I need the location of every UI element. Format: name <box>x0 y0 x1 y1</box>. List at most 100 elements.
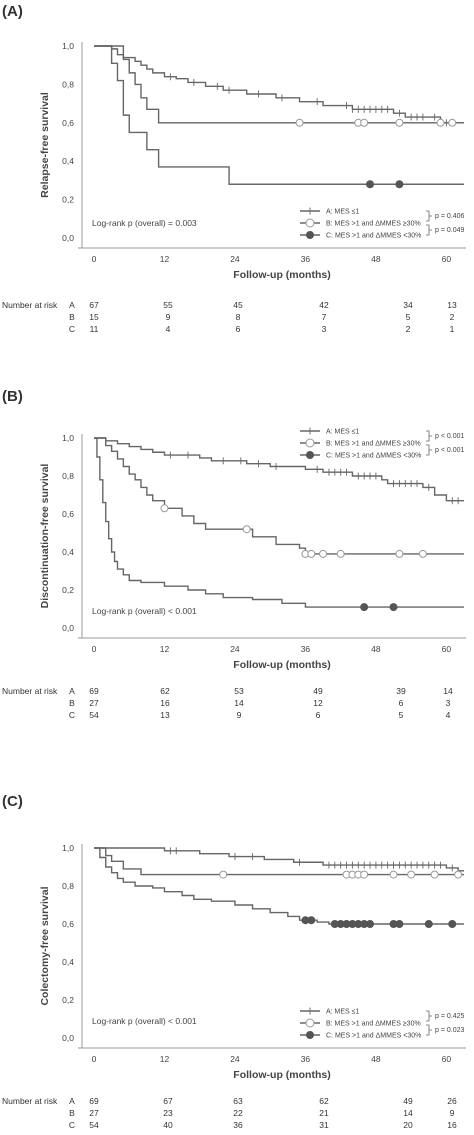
risk-cell: 6 <box>399 698 404 708</box>
risk-cell: 4 <box>446 710 451 720</box>
risk-cell: 11 <box>90 324 99 334</box>
censor-mark-open-circle <box>407 870 416 879</box>
censor-mark-filled-circle <box>307 916 316 925</box>
risk-cell: 2 <box>406 324 411 334</box>
legend: A: MES ≤1 B: MES >1 and ΔMMES ≥30% C: MES … <box>300 207 421 240</box>
x-tick-label: 36 <box>301 644 311 654</box>
risk-cell: 27 <box>89 1108 99 1118</box>
y-tick-label: 1,0 <box>62 433 74 443</box>
logrank-note: Log-rank p (overall) < 0.001 <box>92 1016 197 1026</box>
risk-cell: 5 <box>406 312 411 322</box>
y-axis-title: Discontinuation-free survival <box>39 464 51 609</box>
censor-mark-open-circle <box>418 549 427 558</box>
risk-cell: 53 <box>234 686 244 696</box>
risk-cell: 3 <box>446 698 451 708</box>
x-axis-title: Follow-up (months) <box>233 269 330 281</box>
censor-mark-filled-circle <box>395 180 404 189</box>
km-curve-a <box>94 45 464 124</box>
x-tick-label: 60 <box>442 1054 452 1064</box>
legend-marker-open-circle <box>305 218 315 228</box>
legend: A: MES ≤1 B: MES >1 and ΔMMES ≥30% C: MES … <box>300 1007 421 1040</box>
risk-cell: 9 <box>237 710 242 720</box>
risk-cell: 67 <box>163 1096 173 1106</box>
risk-cell: 22 <box>233 1108 243 1118</box>
legend-marker-open-circle <box>305 1018 315 1028</box>
x-axis-title: Follow-up (months) <box>233 1069 330 1081</box>
x-tick-label: 0 <box>92 644 97 654</box>
risk-cell: 1 <box>450 324 455 334</box>
legend-label: A: MES ≤1 <box>326 429 360 436</box>
km-panel-c: (C) 0,0 0,2 0,4 0,6 0,8 1,0 0 12 24 36 48 60 Colectom… <box>2 793 466 1130</box>
risk-cell: 27 <box>89 698 99 708</box>
risk-cell: 14 <box>234 698 244 708</box>
legend-label: C: MES >1 and ΔMMES <30% <box>326 453 421 460</box>
censor-mark-open-circle <box>242 525 251 534</box>
km-curve-c <box>94 437 464 608</box>
km-curve-b <box>94 45 464 124</box>
risk-cell: 69 <box>89 686 99 696</box>
pvalue-b-vs-c: p = 0.023 <box>435 1027 464 1034</box>
x-tick-label: 48 <box>371 254 381 264</box>
censor-mark-open-circle <box>336 549 345 558</box>
legend-label: A: MES ≤1 <box>326 209 360 216</box>
risk-cell: 15 <box>89 312 99 322</box>
risk-cell: 63 <box>233 1096 243 1106</box>
risk-row-label: C <box>69 1120 75 1130</box>
y-tick-label: 0,2 <box>62 585 74 595</box>
risk-table: Number at risk A 67 55 45 42 34 13B 15 9 8 7 5 2C 11 4 6… <box>2 300 457 334</box>
x-tick-label: 12 <box>160 254 170 264</box>
legend-label: C: MES >1 and ΔMMES <30% <box>326 1033 421 1040</box>
y-tick-label: 0,8 <box>62 471 74 481</box>
pvalue-bracket <box>426 430 432 442</box>
logrank-note: Log-rank p (overall) < 0.001 <box>92 606 197 616</box>
y-tick-label: 0,8 <box>62 79 74 89</box>
legend-label: B: MES >1 and ΔMMES ≥30% <box>326 1021 421 1028</box>
risk-row-label: B <box>69 698 75 708</box>
risk-cell: 42 <box>319 300 329 310</box>
logrank-note: Log-rank p (overall) = 0.003 <box>92 218 197 228</box>
censor-mark-open-circle <box>395 118 404 127</box>
x-axis-title: Follow-up (months) <box>233 659 330 671</box>
legend-marker-filled-circle <box>306 231 314 239</box>
y-tick-label: 0,2 <box>62 195 74 205</box>
panel-label: (C) <box>2 793 23 810</box>
risk-row-label: C <box>69 710 75 720</box>
censor-mark-open-circle <box>295 118 304 127</box>
risk-cell: 20 <box>403 1120 413 1130</box>
y-tick-label: 0,6 <box>62 509 74 519</box>
risk-cell: 36 <box>233 1120 243 1130</box>
pvalue-bracket <box>426 444 432 456</box>
risk-table: Number at risk A 69 62 53 49 39 14B 27 16 14 12 6 3C 5… <box>2 686 453 720</box>
x-tick-label: 24 <box>230 1054 240 1064</box>
risk-cell: 49 <box>403 1096 413 1106</box>
risk-cell: 7 <box>322 312 327 322</box>
risk-cell: 21 <box>319 1108 329 1118</box>
risk-cell: 23 <box>163 1108 173 1118</box>
censor-mark-filled-circle <box>366 920 375 928</box>
risk-cell: 16 <box>447 1120 457 1130</box>
risk-cell: 54 <box>89 710 99 720</box>
y-tick-label: 0,4 <box>62 957 74 967</box>
risk-cell: 34 <box>403 300 413 310</box>
pvalue-bracket <box>426 224 432 236</box>
risk-cell: 13 <box>447 300 457 310</box>
legend-label: B: MES >1 and ΔMMES ≥30% <box>326 221 421 228</box>
risk-cell: 62 <box>319 1096 329 1106</box>
censor-mark-open-circle <box>307 549 316 558</box>
risk-cell: 2 <box>450 312 455 322</box>
km-panel-a: (A)0,00,20,40,60,81,00 12 24 36 48 60Relapse-… <box>2 3 466 334</box>
x-tick-label: 0 <box>92 1054 97 1064</box>
y-tick-label: 1,0 <box>62 41 74 51</box>
censor-mark-filled-circle <box>448 920 457 928</box>
legend-label: A: MES ≤1 <box>326 1009 360 1016</box>
y-tick-label: 0,0 <box>62 233 74 243</box>
censor-mark-open-circle <box>360 870 369 879</box>
risk-cell: 40 <box>163 1120 173 1130</box>
censor-mark-open-circle <box>436 118 445 127</box>
censor-mark-open-circle <box>389 870 398 879</box>
x-tick-label: 24 <box>230 254 240 264</box>
censor-mark-open-circle <box>160 504 169 513</box>
y-tick-label: 0,6 <box>62 118 74 128</box>
x-tick-label: 48 <box>371 644 381 654</box>
censor-mark-open-circle <box>395 549 404 558</box>
